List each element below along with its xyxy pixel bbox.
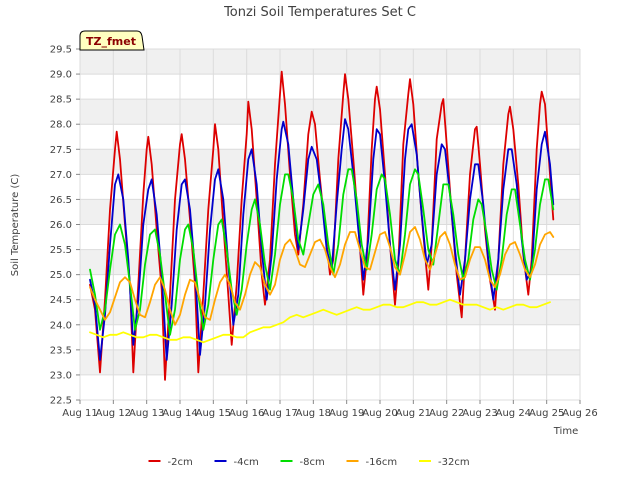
- badge-box: [79, 30, 145, 51]
- background-band: [80, 374, 580, 400]
- x-tick-label: Aug 12: [96, 408, 131, 419]
- x-tick-label: Aug 18: [296, 408, 331, 419]
- legend-label: -8cm: [300, 457, 325, 468]
- x-tick-label: Aug 23: [462, 408, 497, 419]
- background-band: [80, 324, 580, 350]
- y-tick-label: 25.5: [50, 245, 72, 256]
- legend-item: -16cm: [346, 457, 398, 468]
- x-tick-label: Aug 21: [396, 408, 431, 419]
- background-band: [80, 49, 580, 75]
- y-tick-label: 26.0: [50, 220, 72, 231]
- y-tick-label: 29.0: [50, 70, 72, 81]
- y-tick-label: 28.5: [50, 95, 72, 106]
- y-tick-label: 25.0: [50, 270, 72, 281]
- x-tick-label: Aug 20: [362, 408, 397, 419]
- y-tick-label: 29.5: [50, 45, 72, 56]
- x-tick-label: Aug 22: [429, 408, 464, 419]
- legend-item: -32cm: [419, 457, 470, 468]
- legend-label: -2cm: [168, 457, 193, 468]
- x-tick-label: Aug 24: [496, 408, 531, 419]
- y-axis-label: Soil Temperature (C): [10, 174, 21, 277]
- y-tick-label: 27.5: [50, 145, 72, 156]
- background-band: [80, 74, 580, 100]
- y-tick-label: 26.5: [50, 195, 72, 206]
- y-tick-label: 28.0: [50, 120, 72, 131]
- x-axis-label: Time: [553, 426, 578, 437]
- legend-item: -8cm: [280, 457, 325, 468]
- y-axis-ticks: 22.5 23.0 23.5 24.0 24.5 25.0 25.5 26.0 26.5 27.0…: [50, 45, 80, 407]
- x-tick-label: Aug 14: [162, 408, 197, 419]
- legend-item: -2cm: [148, 457, 193, 468]
- x-tick-label: Aug 15: [196, 408, 231, 419]
- y-tick-label: 27.0: [50, 170, 72, 181]
- x-tick-label: Aug 13: [129, 408, 164, 419]
- x-tick-label: Aug 11: [62, 408, 97, 419]
- station-badge: TZ_fmet: [79, 30, 145, 51]
- series-line-16cm: [89, 226, 555, 326]
- background-band: [80, 99, 580, 125]
- y-tick-label: 22.5: [50, 396, 72, 407]
- series-lines: [89, 70, 555, 381]
- legend-item: -4cm: [214, 457, 259, 468]
- series-line-8cm: [89, 168, 555, 336]
- x-tick-label: Aug 19: [329, 408, 364, 419]
- gridlines: [79, 48, 581, 401]
- legend-label: -4cm: [234, 457, 259, 468]
- x-tick-label: Aug 26: [562, 408, 597, 419]
- y-tick-label: 24.5: [50, 295, 72, 306]
- background-band: [80, 124, 580, 150]
- legend-label: -16cm: [366, 457, 398, 468]
- background-band: [80, 199, 580, 225]
- x-tick-label: Aug 25: [529, 408, 564, 419]
- x-tick-label: Aug 16: [229, 408, 264, 419]
- x-tick-label: Aug 17: [262, 408, 297, 419]
- background-band: [80, 149, 580, 175]
- background-band: [80, 224, 580, 250]
- chart-title: Tonzi Soil Temperatures Set C: [223, 5, 416, 20]
- y-tick-label: 23.0: [50, 370, 72, 381]
- legend: -2cm -4cm -8cm -16cm -32cm: [148, 457, 470, 468]
- badge-text: TZ_fmet: [86, 35, 136, 48]
- legend-label: -32cm: [438, 457, 470, 468]
- y-tick-label: 23.5: [50, 345, 72, 356]
- background-band: [80, 349, 580, 375]
- series-line-32cm: [89, 298, 551, 344]
- background-band: [80, 174, 580, 200]
- y-tick-label: 24.0: [50, 320, 72, 331]
